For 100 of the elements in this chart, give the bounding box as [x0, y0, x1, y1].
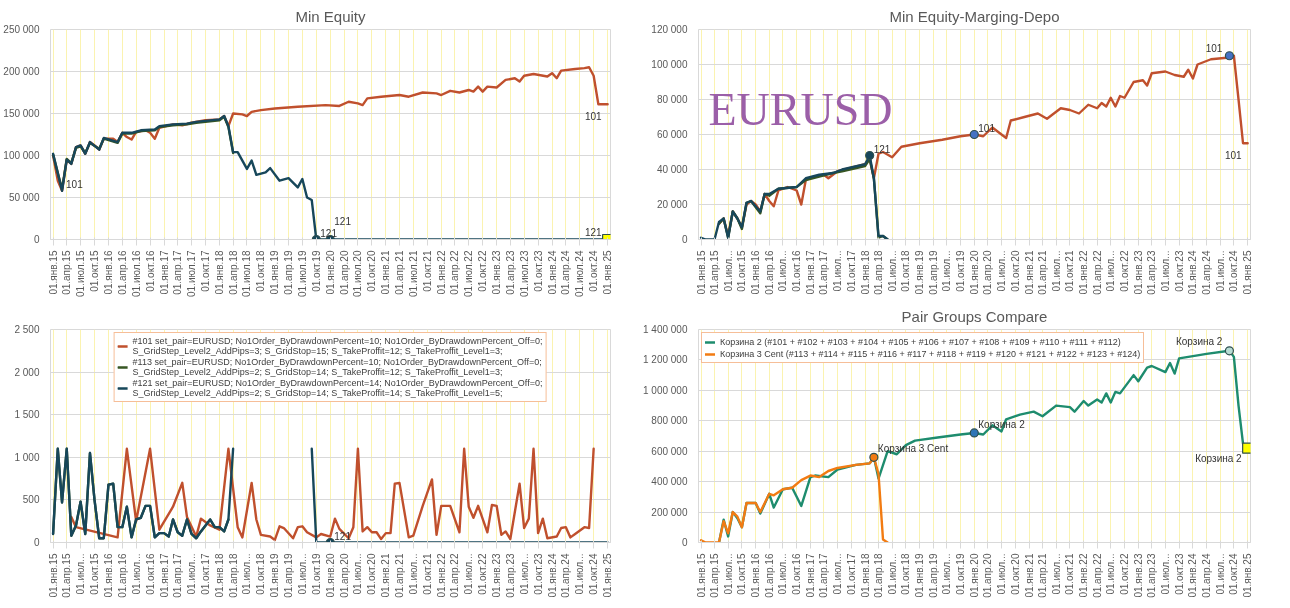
y-tick-label: 100 000 — [3, 150, 40, 161]
x-tick-label: 01.окт.19 — [310, 250, 322, 292]
annotation: Корзина 2 — [1175, 335, 1223, 347]
x-tick-label: 01.янв.22 — [1078, 553, 1090, 598]
x-tick-label: 01.янв.16 — [102, 553, 114, 598]
y-tick-label: 2 000 — [14, 366, 40, 378]
x-tick-label: 01.янв.25 — [1242, 553, 1254, 598]
x-tick-label: 01.окт.23 — [1173, 250, 1185, 292]
x-tick-label: 01.янв.15 — [695, 250, 707, 295]
x-tick-label: 01.апр.19 — [283, 250, 295, 295]
x-tick-label: 01.окт.16 — [144, 250, 156, 292]
legend-label: #121 set_pair=EURUSD; No1Order_ByDrawdownPercent=14; No1Order_ByDrawdownPercent_Off=0; S_GridStep_Level2_AddPips=2; S_GridStop=14; S_TakeProffit=14; S_TakeProffit_Level1=5; — [132, 378, 543, 398]
y-tick-label: 400 000 — [651, 476, 688, 488]
x-tick-label: 01.янв.18 — [213, 250, 225, 295]
x-tick-label: 01.апр.21 — [393, 553, 405, 598]
x-tick-label: 01.апр.18 — [227, 553, 239, 598]
y-tick-label: 0 — [33, 537, 40, 548]
x-tick-label: 01.апр.20 — [982, 553, 994, 598]
x-tick-label: 01.янв.22 — [1078, 250, 1090, 295]
x-tick-label: 01.июл... — [941, 553, 953, 595]
y-tick-label: 0 — [681, 537, 688, 548]
x-tick-label: 01.апр.23 — [504, 250, 516, 295]
x-tick-label: 01.июл... — [941, 250, 953, 292]
x-tick-label: 01.апр.17 — [172, 250, 184, 295]
x-tick-label: 01.янв.25 — [602, 553, 614, 598]
x-tick-label: 01.янв.21 — [1023, 553, 1035, 598]
x-tick-label: 01.янв.24 — [546, 250, 558, 295]
x-tick-label: 01.июл.19 — [296, 250, 308, 297]
x-tick-label: 01.июл.16 — [130, 250, 142, 297]
x-tick-label: 01.апр.19 — [283, 553, 295, 598]
x-tick-label: 01.янв.15 — [47, 250, 59, 295]
x-tick-label: 01.янв.16 — [750, 553, 762, 598]
x-tick-label: 01.окт.23 — [1173, 553, 1185, 595]
x-tick-label: 01.янв.19 — [914, 250, 926, 295]
x-tick-label: 01.окт.19 — [955, 250, 967, 292]
y-tick-label: 150 000 — [3, 108, 40, 119]
annotation: EURUSD — [708, 83, 893, 135]
x-tick-label: 01.окт.17 — [199, 553, 211, 595]
legend-label: Корзина 2 (#101 + #102 + #103 + #104 + #105 + #106 + #107 + #108 + #109 + #110 + #111 + #112) — [720, 336, 1121, 347]
x-tick-label: 01.янв.23 — [491, 553, 503, 598]
y-tick-label: 20 000 — [656, 199, 688, 210]
annotation: 101 — [66, 178, 84, 190]
x-tick-label: 01.янв.24 — [1187, 250, 1199, 295]
y-tick-label: 0 — [33, 234, 40, 245]
x-tick-label: 01.янв.24 — [546, 553, 558, 598]
x-tick-label: 01.апр.16 — [763, 553, 775, 598]
x-tick-label: 01.июл.18 — [241, 250, 253, 297]
x-tick-label: 01.июл... — [463, 553, 475, 595]
x-tick-label: 01.янв.22 — [435, 553, 447, 598]
x-tick-label: 01.апр.16 — [116, 553, 128, 598]
x-tick-label: 01.янв.23 — [491, 250, 503, 295]
x-tick-label: 01.апр.17 — [818, 553, 830, 598]
x-tick-label: 01.янв.21 — [380, 553, 392, 598]
x-tick-label: 01.окт.22 — [1119, 250, 1131, 292]
annotation: 101 — [1224, 150, 1243, 162]
x-tick-label: 01.июл... — [75, 553, 87, 595]
x-tick-label: 01.окт.18 — [255, 553, 267, 595]
x-tick-label: 01.июл.15 — [75, 250, 87, 297]
x-tick-label: 01.апр.23 — [504, 553, 516, 598]
x-tick-label: 01.июл... — [130, 553, 142, 595]
x-tick-label: 01.апр.20 — [982, 250, 994, 295]
x-tick-label: 01.апр.18 — [227, 250, 239, 295]
x-tick-label: 01.апр.18 — [873, 553, 885, 598]
x-tick-label: 01.апр.17 — [818, 250, 830, 295]
x-tick-label: 01.янв.25 — [1242, 250, 1254, 295]
x-tick-label: 01.янв.18 — [859, 250, 871, 295]
x-tick-label: 01.апр.24 — [560, 553, 572, 598]
chart-title: Pair Groups Compare — [901, 307, 1048, 325]
x-tick-label: 01.янв.17 — [804, 553, 816, 598]
x-tick-label: 01.янв.21 — [1023, 250, 1035, 295]
x-tick-label: 01.янв.24 — [1187, 553, 1199, 598]
y-tick-label: 50 000 — [8, 192, 40, 203]
y-tick-label: 120 000 — [651, 24, 688, 35]
x-tick-label: 01.окт.15 — [736, 553, 748, 595]
y-tick-label: 60 000 — [656, 129, 688, 140]
annotation: 121 — [320, 227, 338, 239]
x-tick-label: 01.июл... — [1214, 250, 1226, 292]
x-tick-label: 01.апр.24 — [1201, 553, 1213, 598]
x-tick-label: 01.июл.21 — [407, 250, 419, 297]
x-tick-label: 01.июл... — [1105, 553, 1117, 595]
x-tick-label: 01.июл... — [296, 553, 308, 595]
x-tick-label: 01.янв.19 — [914, 553, 926, 598]
x-tick-label: 01.июл... — [1214, 553, 1226, 595]
x-tick-label: 01.апр.22 — [1091, 553, 1103, 598]
x-tick-label: 01.апр.15 — [61, 250, 73, 295]
x-tick-label: 01.окт.22 — [477, 553, 489, 595]
x-tick-label: 01.июл... — [1159, 553, 1171, 595]
x-tick-label: 01.окт.23 — [532, 553, 544, 595]
x-tick-label: 01.окт.15 — [89, 250, 101, 292]
x-tick-label: 01.янв.18 — [213, 553, 225, 598]
x-tick-label: 01.окт.18 — [900, 553, 912, 595]
x-tick-label: 01.июл... — [1050, 250, 1062, 292]
x-tick-label: 01.июл.17 — [186, 250, 198, 297]
x-tick-label: 01.окт.20 — [366, 250, 378, 292]
x-tick-label: 01.окт.20 — [1009, 250, 1021, 292]
x-tick-label: 01.янв.20 — [324, 553, 336, 598]
x-tick-label: 01.апр.21 — [1037, 250, 1049, 295]
x-tick-label: 01.окт.19 — [955, 553, 967, 595]
x-tick-label: 01.окт.21 — [1064, 250, 1076, 292]
x-tick-label: 01.янв.23 — [1132, 553, 1144, 598]
